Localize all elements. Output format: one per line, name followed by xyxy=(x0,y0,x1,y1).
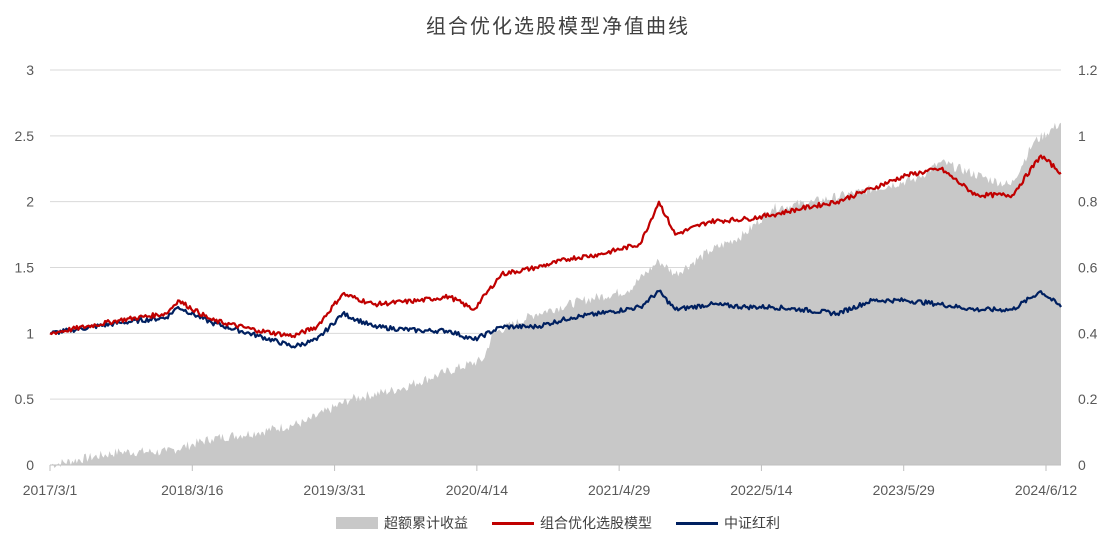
y-right-tick-label: 0.8 xyxy=(1078,194,1098,210)
legend-label-model: 组合优化选股模型 xyxy=(540,516,652,532)
x-tick-label: 2018/3/16 xyxy=(161,482,223,498)
legend-swatch-excess xyxy=(336,517,378,529)
x-tick-label: 2023/5/29 xyxy=(873,482,935,498)
legend-item-dividend: 中证红利 xyxy=(676,513,780,533)
x-tick-label: 2019/3/31 xyxy=(303,482,365,498)
y-left-tick-label: 1 xyxy=(26,325,34,341)
x-tick-label: 2022/5/14 xyxy=(730,482,792,498)
y-left-tick-label: 2 xyxy=(26,194,34,210)
y-left-tick-label: 1.5 xyxy=(15,260,35,276)
x-tick-label: 2024/6/12 xyxy=(1015,482,1077,498)
axes-layer: 0 0.5 1 1.5 2 2.5 3 0 0.2 0.4 0.6 0.8 1 1.2 2017/3/1 20… xyxy=(15,62,1098,498)
y-left-tick-label: 0.5 xyxy=(15,391,35,407)
y-right-tick-label: 1.2 xyxy=(1078,62,1098,78)
legend-label-dividend: 中证红利 xyxy=(724,516,780,532)
y-right-tick-label: 0.4 xyxy=(1078,325,1098,341)
chart-title: 组合优化选股模型净值曲线 xyxy=(426,14,690,38)
series-line-model xyxy=(49,154,1062,339)
x-tick-label: 2021/4/29 xyxy=(588,482,650,498)
x-tick-label: 2020/4/14 xyxy=(446,482,508,498)
legend-item-excess: 超额累计收益 xyxy=(336,513,468,533)
series-lines-layer xyxy=(49,154,1062,349)
series-line-dividend-index xyxy=(49,289,1062,349)
legend-swatch-dividend xyxy=(676,521,718,525)
y-left-tick-label: 0 xyxy=(26,457,34,473)
y-right-tick-label: 1 xyxy=(1078,128,1086,144)
y-left-tick-label: 3 xyxy=(26,62,34,78)
y-left-tick-label: 2.5 xyxy=(15,128,35,144)
y-right-tick-label: 0 xyxy=(1078,457,1086,473)
series-area-excess-return xyxy=(50,122,1061,468)
legend: 超额累计收益 组合优化选股模型 中证红利 xyxy=(0,513,1116,533)
legend-label-excess: 超额累计收益 xyxy=(384,516,468,532)
x-tick-label: 2017/3/1 xyxy=(23,482,78,498)
excess-return-area-layer xyxy=(50,122,1061,468)
y-right-tick-label: 0.2 xyxy=(1078,391,1098,407)
legend-swatch-model xyxy=(492,521,534,525)
legend-item-model: 组合优化选股模型 xyxy=(492,513,652,533)
y-right-tick-label: 0.6 xyxy=(1078,260,1098,276)
